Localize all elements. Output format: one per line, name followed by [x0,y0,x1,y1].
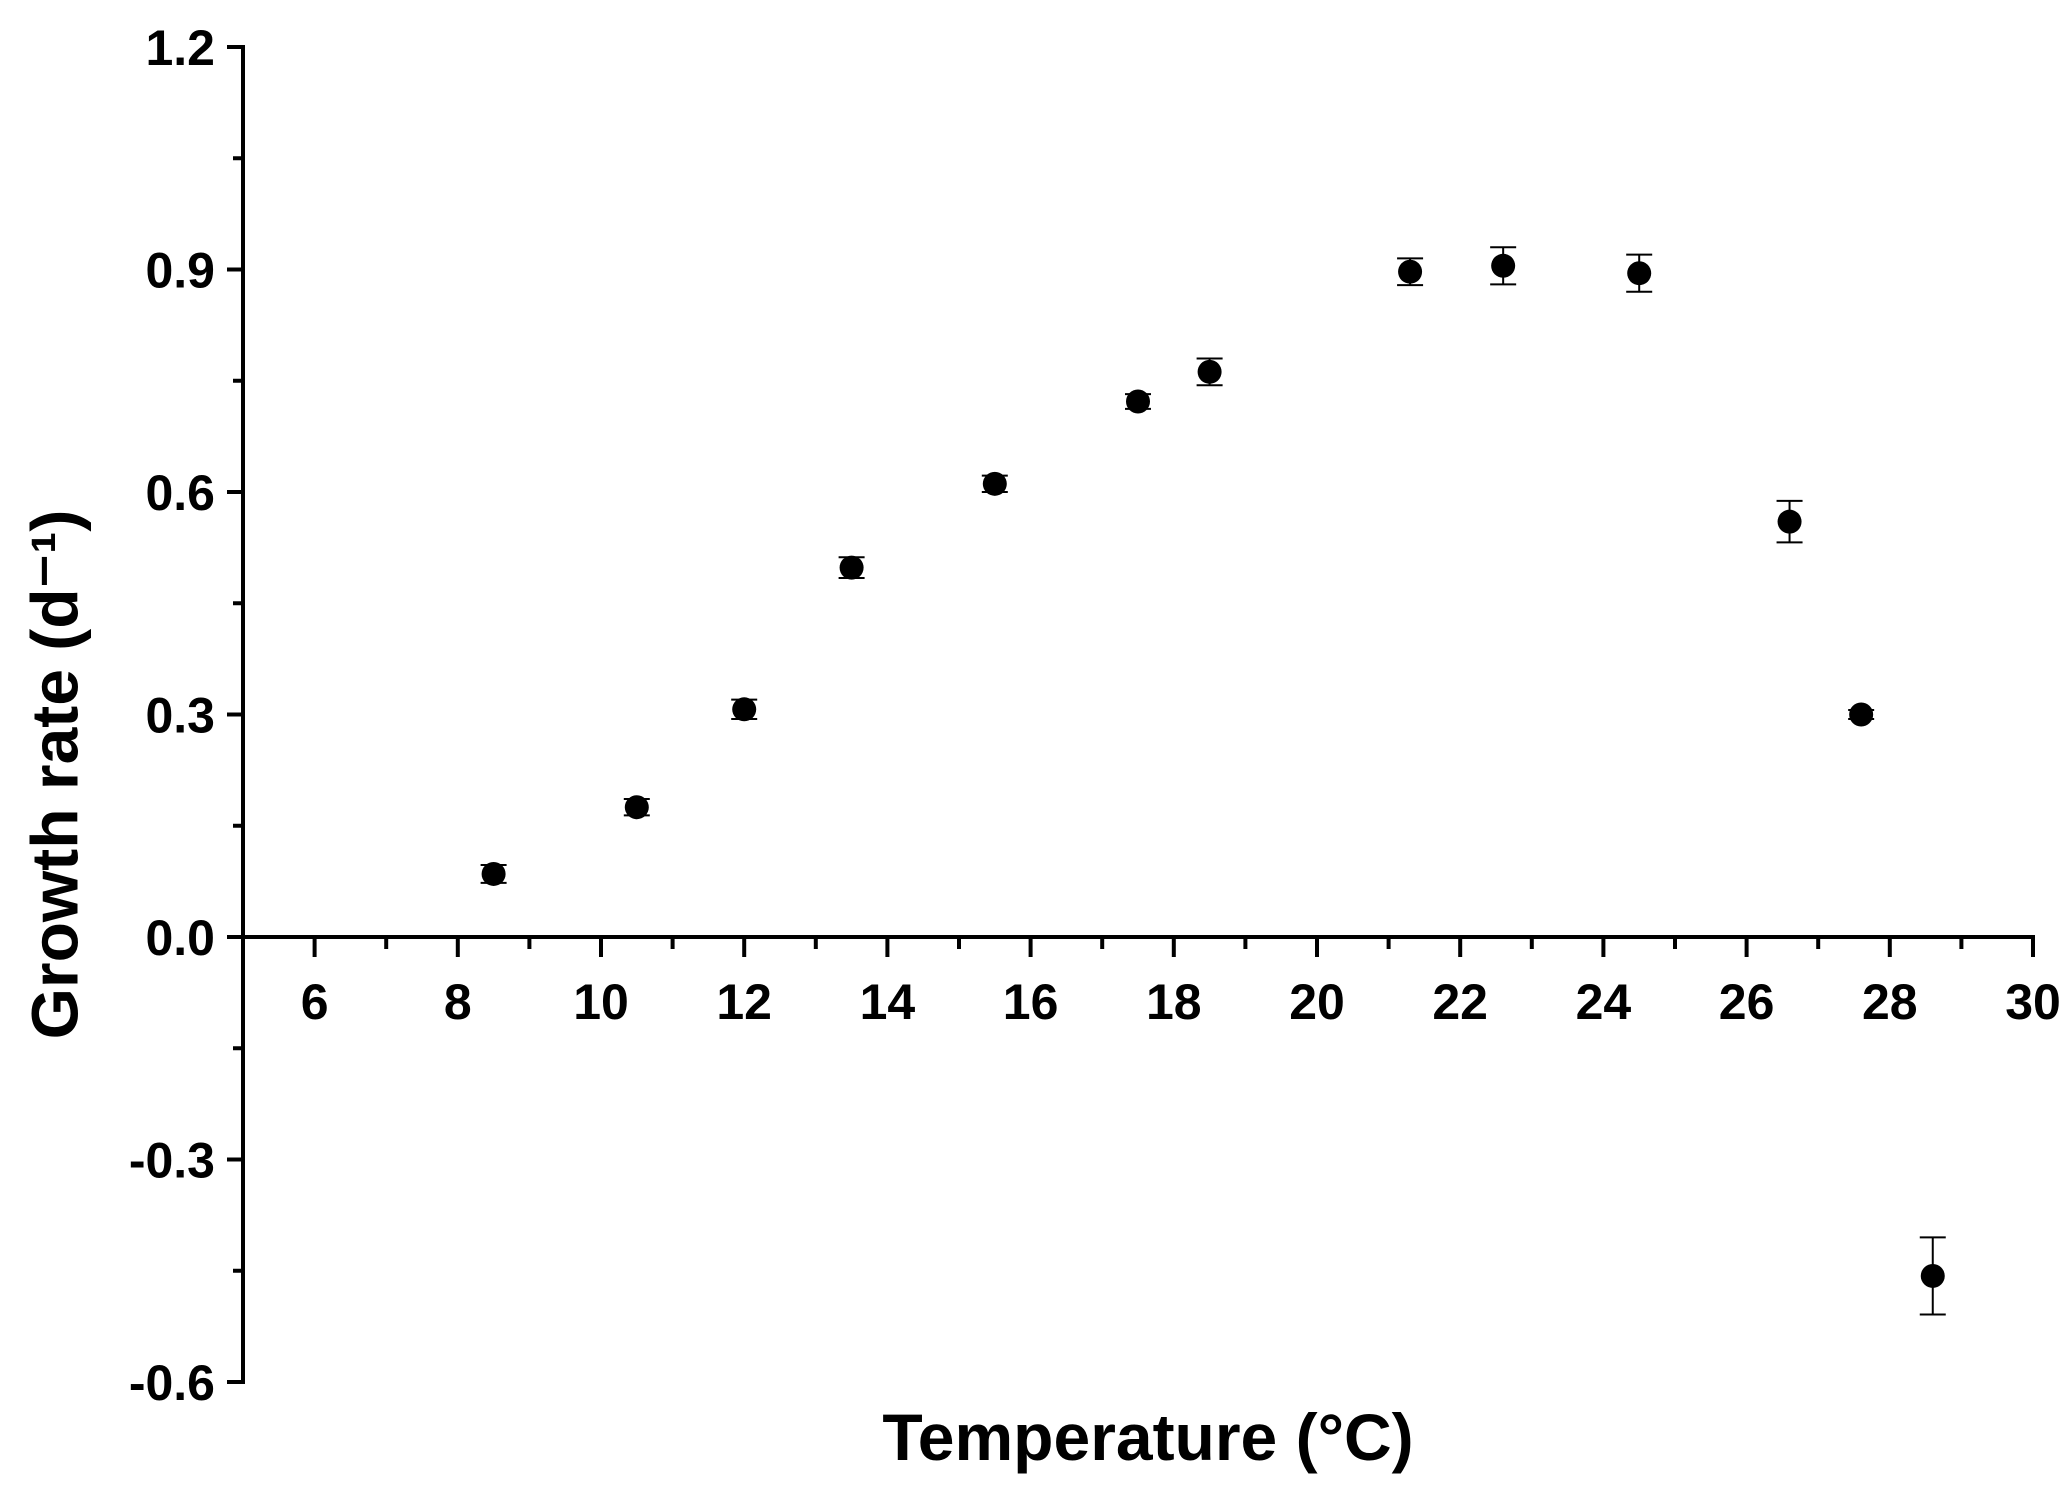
x-tick-labels: 6 8 10 12 14 16 18 20 22 24 26 28 30 [301,974,2061,1030]
x-tick-label: 20 [1289,974,1345,1030]
data-point-group [981,471,1008,496]
y-tick-label: -0.3 [129,1133,215,1189]
y-tick-label: 0.9 [145,243,215,299]
x-tick-label: 30 [2005,974,2061,1030]
data-point-group [1848,702,1875,727]
data-point-group [1776,499,1803,544]
data-point [1777,509,1802,534]
y-axis-title: Growth rate (d⁻¹) [17,510,91,1040]
data-points [480,246,1946,1316]
data-point [481,861,506,886]
data-point [624,795,649,820]
y-tick-labels: 1.2 0.9 0.6 0.3 0.0 -0.3 -0.6 [129,20,215,1411]
data-point [1627,261,1652,286]
data-point-group [1397,257,1424,287]
x-tick-label: 12 [716,974,772,1030]
y-tick-label: 0.0 [145,910,215,966]
x-tick-label: 10 [573,974,629,1030]
data-point [1920,1263,1945,1288]
y-tick-label: 0.3 [145,688,215,744]
data-point-group [1125,389,1151,414]
data-point-group [1626,253,1653,293]
x-tick-label: 22 [1432,974,1488,1030]
data-point-group [1196,357,1223,387]
y-tick-label: -0.6 [129,1355,215,1411]
data-point [1398,259,1423,284]
data-point [1197,359,1222,384]
data-point [839,555,864,580]
x-tick-label: 6 [301,974,329,1030]
data-point [982,471,1007,496]
x-tick-label: 8 [444,974,472,1030]
data-point [1126,389,1150,414]
data-point [1491,253,1516,278]
data-point [1849,702,1874,727]
x-tick-label: 24 [1576,974,1632,1030]
y-tick-label: 0.6 [145,465,215,521]
data-point-group [731,697,758,722]
data-point-group [480,861,507,886]
x-tick-label: 26 [1719,974,1775,1030]
data-point-group [1919,1236,1946,1316]
x-axis-title: Temperature (°C) [882,1400,1413,1474]
axes [227,45,2035,1384]
x-tick-label: 16 [1003,974,1059,1030]
x-tick-label: 18 [1146,974,1202,1030]
x-tick-label: 14 [860,974,916,1030]
data-point-group [1490,246,1517,286]
data-point-group [623,795,650,820]
x-tick-label: 28 [1862,974,1918,1030]
data-point-group [838,555,865,580]
data-point [732,697,757,722]
y-tick-label: 1.2 [145,20,215,76]
